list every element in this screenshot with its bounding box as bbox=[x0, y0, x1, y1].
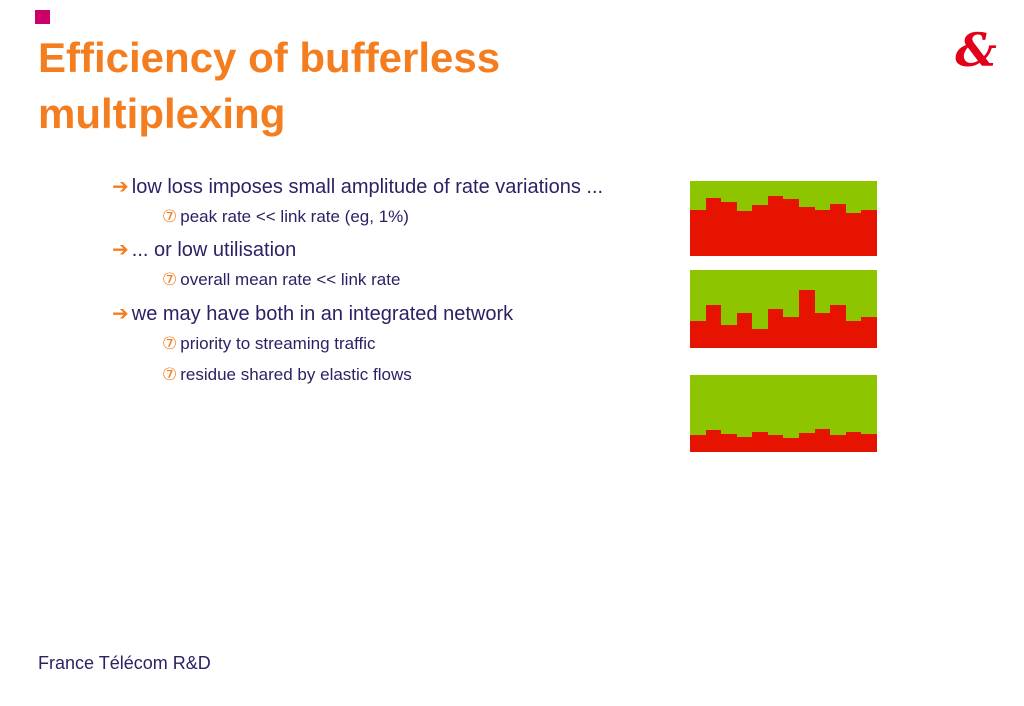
bullet-item: ⑦ priority to streaming traffic bbox=[162, 334, 712, 354]
bullet-item: ⑦ residue shared by elastic flows bbox=[162, 365, 712, 385]
seven-bullet-icon: ⑦ bbox=[162, 333, 178, 353]
chart-bar bbox=[705, 430, 722, 452]
seven-bullet-icon: ⑦ bbox=[162, 270, 178, 290]
bullet-list: ➔ low loss imposes small amplitude of ra… bbox=[112, 175, 712, 397]
rate-variation-chart-integrated bbox=[690, 375, 877, 452]
chart-bar bbox=[799, 206, 815, 256]
arrow-bullet-icon: ➔ bbox=[112, 176, 129, 198]
bullet-text: residue shared by elastic flows bbox=[180, 365, 412, 385]
chart-bar bbox=[705, 305, 722, 348]
brand-square bbox=[35, 10, 50, 24]
bullet-text: low loss imposes small amplitude of rate… bbox=[131, 176, 604, 198]
chart-bar bbox=[721, 433, 737, 452]
chart-bar bbox=[783, 316, 800, 348]
arrow-bullet-icon: ➔ bbox=[112, 302, 129, 325]
chart-bar bbox=[845, 320, 862, 348]
seven-bullet-icon: ⑦ bbox=[162, 365, 178, 385]
page-title-line1: Efficiency of bufferless bbox=[38, 34, 501, 81]
bullet-item: ⑦ overall mean rate << link rate bbox=[162, 270, 712, 290]
bullet-item: ➔ ... or low utilisation bbox=[112, 238, 712, 262]
france-telecom-logo-icon: & bbox=[955, 23, 997, 77]
chart-bar bbox=[830, 435, 846, 452]
chart-bar bbox=[861, 433, 877, 452]
bullet-text: we may have both in an integrated networ… bbox=[131, 302, 514, 325]
chart-bar bbox=[845, 431, 862, 452]
chart-bar bbox=[767, 435, 784, 452]
chart-bar bbox=[721, 202, 737, 256]
footer-text: France Télécom R&D bbox=[38, 653, 211, 673]
chart-bar bbox=[721, 324, 737, 348]
bullet-text: ... or low utilisation bbox=[131, 239, 297, 262]
bullet-item: ➔ we may have both in an integrated netw… bbox=[112, 302, 712, 326]
chart-bar bbox=[845, 212, 862, 256]
bullet-item: ⑦ peak rate << link rate (eg, 1%) bbox=[162, 207, 712, 227]
chart-bar bbox=[814, 428, 831, 452]
chart-bar bbox=[799, 432, 815, 452]
chart-bar bbox=[783, 199, 800, 256]
bullet-text: peak rate << link rate (eg, 1%) bbox=[180, 207, 409, 226]
chart-bar bbox=[705, 197, 722, 256]
seven-bullet-icon: ⑦ bbox=[162, 207, 178, 226]
chart-bar bbox=[814, 209, 831, 256]
bullet-item: ➔ low loss imposes small amplitude of ra… bbox=[112, 175, 712, 199]
chart-bar bbox=[752, 431, 768, 452]
bullet-text: priority to streaming traffic bbox=[180, 333, 376, 353]
chart-bar bbox=[752, 205, 768, 256]
chart-bar bbox=[814, 312, 831, 348]
chart-bar bbox=[767, 196, 784, 256]
chart-bar bbox=[861, 209, 877, 256]
rate-variation-chart-low-utilisation bbox=[690, 270, 877, 348]
bullet-text: overall mean rate << link rate bbox=[180, 270, 401, 290]
page-title-line2: multiplexing bbox=[38, 90, 286, 137]
chart-bar bbox=[690, 209, 706, 256]
chart-bar bbox=[799, 289, 815, 348]
chart-bar bbox=[752, 328, 768, 348]
chart-bar bbox=[736, 436, 753, 452]
chart-bar bbox=[830, 203, 846, 256]
chart-bar bbox=[736, 211, 753, 256]
chart-bar bbox=[830, 305, 846, 348]
chart-bar bbox=[690, 435, 706, 452]
chart-bar bbox=[690, 320, 706, 348]
chart-bar bbox=[736, 312, 753, 348]
arrow-bullet-icon: ➔ bbox=[112, 239, 129, 262]
page-title: Efficiency of bufferless multiplexing bbox=[38, 30, 738, 142]
chart-bar bbox=[861, 316, 877, 348]
chart-bar bbox=[767, 309, 784, 348]
rate-variation-chart-high-utilisation bbox=[690, 181, 877, 256]
chart-bar bbox=[783, 438, 800, 452]
